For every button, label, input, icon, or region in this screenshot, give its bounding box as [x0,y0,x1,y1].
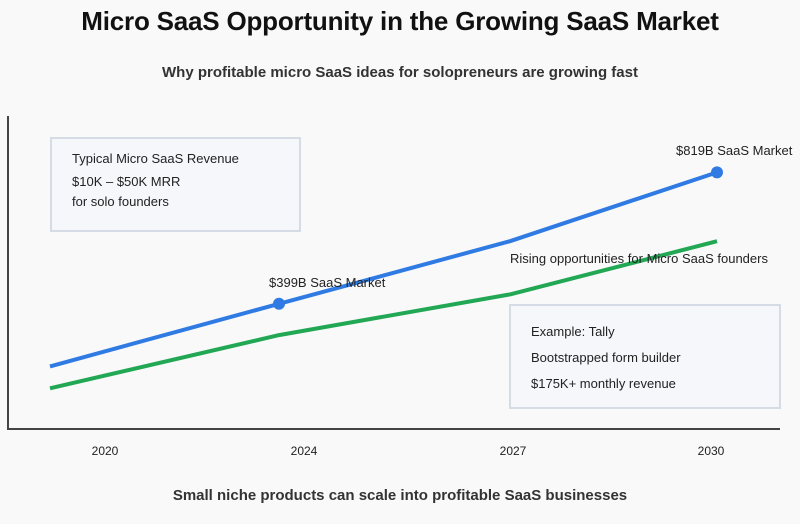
x-tick-label: 2030 [698,444,725,458]
example-box-title: Example: Tally [531,324,615,339]
chart-subtitle: Why profitable micro SaaS ideas for solo… [162,64,638,81]
data-point-label: $819B SaaS Market [676,143,793,159]
example-box-revenue: $175K+ monthly revenue [531,376,676,391]
example-box-description: Bootstrapped form builder [531,350,681,365]
chart-title: Micro SaaS Opportunity in the Growing Sa… [81,6,719,36]
series-end-label: Rising opportunities for Micro SaaS foun… [510,251,768,266]
revenue-box-title: Typical Micro SaaS Revenue [72,151,239,166]
data-point-marker [273,297,285,310]
revenue-info-box: Typical Micro SaaS Revenue $10K – $50K M… [50,137,301,232]
x-tick-label: 2024 [291,444,318,458]
revenue-box-range: $10K – $50K MRR [72,174,181,189]
x-tick-label: 2020 [92,444,119,458]
example-info-box: Example: Tally Bootstrapped form builder… [509,304,781,409]
x-tick-label: 2027 [500,444,527,458]
revenue-box-note: for solo founders [72,194,169,209]
data-point-label: $399B SaaS Market [269,274,386,290]
saas-market-line [49,170,718,369]
micro-saas-opportunity-line [49,239,718,391]
data-point-marker [711,166,723,179]
chart-footer: Small niche products can scale into prof… [172,487,628,504]
